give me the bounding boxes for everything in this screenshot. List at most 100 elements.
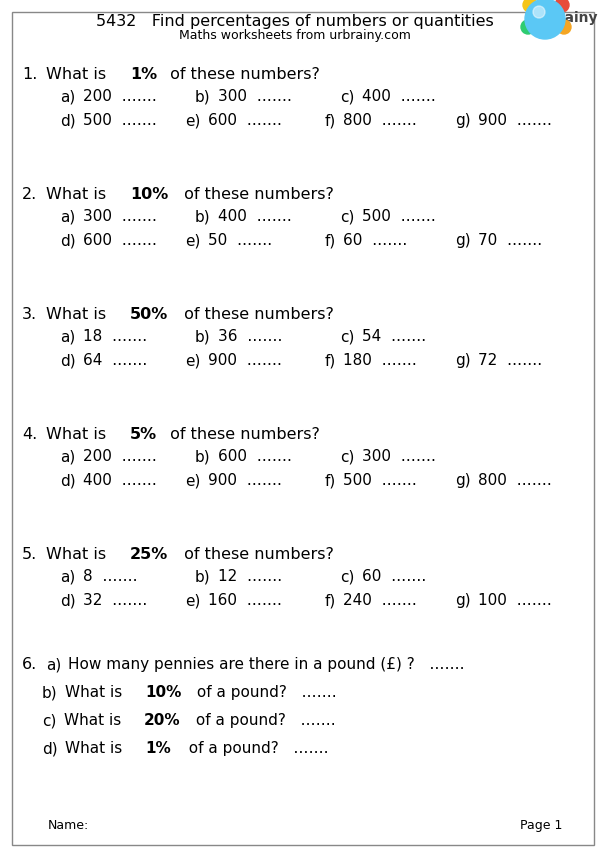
Text: What is: What is (65, 685, 127, 700)
Text: c): c) (42, 713, 56, 728)
Circle shape (523, 0, 537, 12)
Text: c): c) (340, 209, 355, 224)
Text: 500  …….: 500 ……. (83, 113, 157, 128)
Text: c): c) (340, 449, 355, 464)
Text: a): a) (45, 657, 61, 672)
Text: c): c) (340, 89, 355, 104)
Text: of a pound?   …….: of a pound? ……. (179, 741, 328, 756)
Text: of a pound?   …….: of a pound? ……. (191, 713, 336, 728)
Text: 54  …….: 54 ……. (362, 329, 425, 344)
Circle shape (521, 20, 535, 34)
Text: b): b) (195, 89, 211, 104)
Text: 300  …….: 300 ……. (82, 209, 156, 224)
Text: 6.: 6. (22, 657, 37, 672)
Text: 36  …….: 36 ……. (218, 329, 282, 344)
Text: g): g) (455, 593, 471, 608)
Text: 4.: 4. (22, 427, 37, 442)
Text: b): b) (195, 329, 211, 344)
Text: 300  …….: 300 ……. (362, 449, 436, 464)
Text: 50  …….: 50 ……. (208, 233, 272, 248)
Text: of these numbers?: of these numbers? (165, 67, 320, 82)
Text: 10%: 10% (145, 685, 182, 700)
Text: 180  …….: 180 ……. (342, 353, 416, 368)
Text: 5%: 5% (130, 427, 157, 442)
Text: 5.: 5. (22, 547, 37, 562)
Text: 160  …….: 160 ……. (208, 593, 282, 608)
Text: a): a) (60, 569, 75, 584)
Text: What is: What is (46, 67, 111, 82)
Text: 60  …….: 60 ……. (342, 233, 407, 248)
Text: 800  …….: 800 ……. (342, 113, 416, 128)
Text: of these numbers?: of these numbers? (179, 547, 334, 562)
Text: g): g) (455, 353, 471, 368)
Text: 900  …….: 900 ……. (478, 113, 552, 128)
Text: 400  …….: 400 ……. (218, 209, 292, 224)
Text: b): b) (195, 569, 211, 584)
Text: 3.: 3. (22, 307, 37, 322)
Text: 500  …….: 500 ……. (342, 473, 416, 488)
Circle shape (557, 20, 571, 34)
Text: 400  …….: 400 ……. (362, 89, 435, 104)
Text: 25%: 25% (130, 547, 168, 562)
Text: 60  …….: 60 ……. (362, 569, 426, 584)
Text: d): d) (42, 741, 58, 756)
Text: 200  …….: 200 ……. (82, 89, 156, 104)
Text: 50%: 50% (130, 307, 168, 322)
Text: 900  …….: 900 ……. (208, 353, 282, 368)
Text: What is: What is (45, 307, 111, 322)
Text: Page 1: Page 1 (519, 819, 562, 832)
Text: 100  …….: 100 ……. (478, 593, 552, 608)
Text: a): a) (60, 89, 75, 104)
Text: Maths worksheets from urbrainy.com: Maths worksheets from urbrainy.com (179, 29, 411, 42)
Text: 64  …….: 64 ……. (83, 353, 147, 368)
Text: d): d) (60, 113, 76, 128)
Text: 400  …….: 400 ……. (83, 473, 157, 488)
Text: f): f) (325, 593, 336, 608)
Text: g): g) (455, 233, 471, 248)
Text: a): a) (60, 449, 75, 464)
Text: of these numbers?: of these numbers? (165, 427, 320, 442)
Text: Name:: Name: (48, 819, 89, 832)
Text: c): c) (340, 569, 355, 584)
Text: 600  …….: 600 ……. (208, 113, 282, 128)
Text: 300  …….: 300 ……. (218, 89, 292, 104)
Circle shape (533, 6, 545, 18)
Text: b): b) (195, 209, 211, 224)
Text: 900  …….: 900 ……. (208, 473, 282, 488)
Text: a): a) (60, 329, 75, 344)
Text: g): g) (455, 473, 471, 488)
Text: 12  …….: 12 ……. (218, 569, 282, 584)
Text: c): c) (340, 329, 355, 344)
Text: 70  …….: 70 ……. (478, 233, 542, 248)
Text: d): d) (60, 233, 76, 248)
Text: 600  …….: 600 ……. (83, 233, 157, 248)
Text: 240  …….: 240 ……. (342, 593, 416, 608)
Text: d): d) (60, 593, 76, 608)
Text: How many pennies are there in a pound (£) ?   …….: How many pennies are there in a pound (£… (68, 657, 465, 672)
Text: 8  …….: 8 ……. (82, 569, 137, 584)
Text: What is: What is (45, 547, 111, 562)
Text: of these numbers?: of these numbers? (179, 187, 334, 202)
Text: f): f) (325, 353, 336, 368)
Text: b): b) (195, 449, 211, 464)
Text: 500  …….: 500 ……. (362, 209, 435, 224)
Text: Brainy: Brainy (548, 11, 599, 25)
Text: e): e) (185, 353, 201, 368)
Text: 20%: 20% (144, 713, 181, 728)
Text: e): e) (185, 113, 201, 128)
Text: 1%: 1% (130, 67, 157, 82)
Text: What is: What is (64, 713, 125, 728)
Text: 72  …….: 72 ……. (478, 353, 542, 368)
Text: a): a) (60, 209, 75, 224)
Text: d): d) (60, 473, 76, 488)
Circle shape (525, 0, 565, 39)
Text: g): g) (455, 113, 471, 128)
Text: 800  …….: 800 ……. (478, 473, 552, 488)
Text: What is: What is (65, 741, 127, 756)
Text: of a pound?   …….: of a pound? ……. (192, 685, 337, 700)
Text: e): e) (185, 233, 201, 248)
Text: e): e) (185, 593, 201, 608)
Text: d): d) (60, 353, 76, 368)
Text: 18  …….: 18 ……. (82, 329, 147, 344)
Text: f): f) (325, 113, 336, 128)
